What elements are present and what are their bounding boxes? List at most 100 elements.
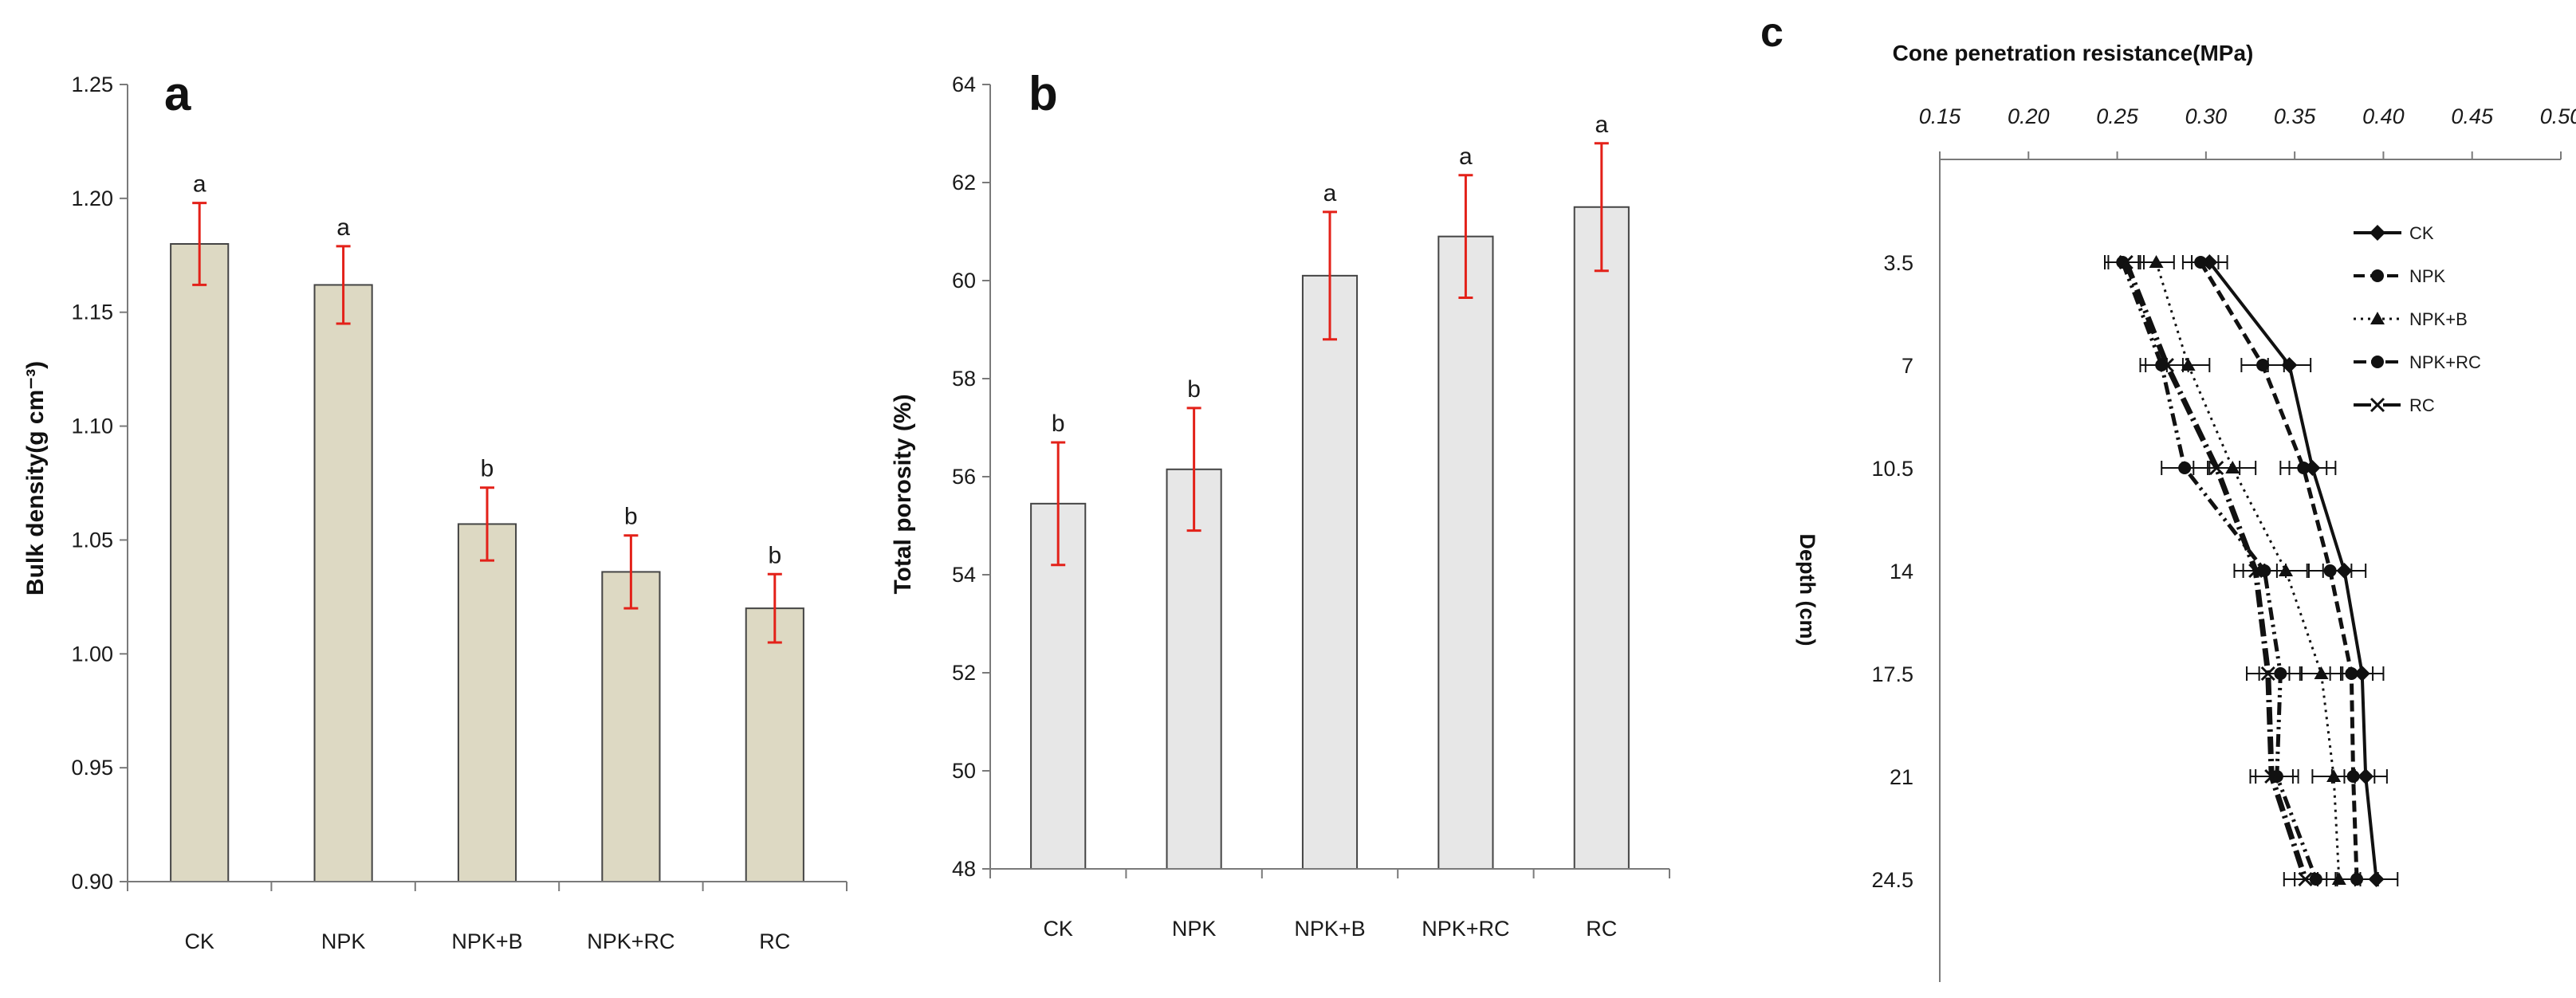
x-tick-label: 0.40 bbox=[2362, 104, 2405, 128]
data-point bbox=[2264, 768, 2279, 784]
legend-label: RC bbox=[2409, 395, 2435, 415]
data-point bbox=[2314, 666, 2329, 679]
legend-marker bbox=[2370, 312, 2385, 324]
panel-label-b: b bbox=[1028, 67, 1058, 120]
x-tick-label: NPK+RC bbox=[587, 929, 674, 953]
y-tick-label: 64 bbox=[952, 73, 976, 96]
legend-label: NPK+RC bbox=[2409, 352, 2481, 372]
y-tick-label: 7 bbox=[1902, 354, 1913, 378]
y-axis-label-a: Bulk density(g cm⁻³) bbox=[22, 361, 49, 595]
data-point bbox=[2323, 564, 2337, 577]
legend-label: NPK+B bbox=[2409, 309, 2468, 329]
x-tick-label: CK bbox=[1043, 917, 1073, 941]
data-point bbox=[2178, 462, 2192, 474]
x-tick-label: 0.50 bbox=[2540, 104, 2576, 128]
y-tick-label: 3.5 bbox=[1883, 251, 1913, 275]
x-tick-label: NPK+RC bbox=[1422, 917, 1509, 941]
data-point bbox=[2159, 357, 2174, 373]
x-tick-label: NPK+B bbox=[1294, 917, 1365, 941]
y-tick-label: 24.5 bbox=[1871, 868, 1913, 892]
significance-letter: a bbox=[1323, 180, 1337, 206]
x-tick-label: NPK bbox=[1172, 917, 1217, 941]
y-tick-label: 17.5 bbox=[1871, 662, 1913, 686]
y-tick-label: 1.25 bbox=[71, 73, 113, 96]
y-tick-label: 54 bbox=[952, 563, 976, 587]
legend-label: NPK bbox=[2409, 266, 2446, 286]
data-point bbox=[2194, 256, 2208, 269]
x-tick-label: RC bbox=[1586, 917, 1617, 941]
significance-letter: a bbox=[336, 214, 350, 241]
y-tick-label: 10.5 bbox=[1871, 457, 1913, 481]
legend-entry: NPK+RC bbox=[2354, 352, 2481, 372]
y-tick-label: 56 bbox=[952, 465, 976, 489]
x-tick-label: 0.20 bbox=[2008, 104, 2050, 128]
y-tick-label: 48 bbox=[952, 857, 976, 881]
bar bbox=[457, 523, 517, 883]
significance-letter: a bbox=[1459, 143, 1473, 170]
panel-label-c: c bbox=[1760, 10, 1784, 56]
data-point bbox=[2149, 255, 2164, 268]
x-tick-label: 0.30 bbox=[2185, 104, 2228, 128]
legend-label: CK bbox=[2409, 223, 2434, 243]
bar bbox=[1301, 274, 1359, 870]
significance-letter: b bbox=[1187, 376, 1201, 403]
legend-marker bbox=[2371, 356, 2384, 368]
data-point bbox=[2297, 462, 2311, 474]
significance-letter: b bbox=[768, 542, 781, 568]
chart-bulk-density: 0.90 0.95 1.00 1.05 1.10 1.15 1.20 1.25 CK NPK NP… bbox=[22, 67, 848, 953]
y-tick-label: 60 bbox=[952, 269, 976, 293]
data-point bbox=[2345, 667, 2358, 680]
chart-cone-penetration: 0.15 0.20 0.25 0.30 0.35 0.40 0.45 0.50 3.5 7 10.… bbox=[1760, 10, 2576, 982]
x-tick-label: 0.25 bbox=[2096, 104, 2139, 128]
x-tick-label: 0.45 bbox=[2451, 104, 2494, 128]
y-axis-label-b: Total porosity (%) bbox=[890, 394, 916, 594]
y-tick-label: 14 bbox=[1890, 560, 1913, 583]
significance-letter: b bbox=[1052, 411, 1065, 437]
chart-total-porosity: 48 50 52 54 56 58 60 62 64 CK NPK NPK+B NPK+RC RC b b… bbox=[890, 67, 1670, 941]
bar bbox=[170, 243, 230, 882]
y-tick-label: 1.20 bbox=[71, 187, 113, 210]
bar bbox=[1573, 206, 1630, 870]
bar bbox=[745, 607, 804, 883]
legend-entry: RC bbox=[2354, 395, 2435, 415]
y-tick-label: 21 bbox=[1890, 765, 1913, 789]
legend-marker bbox=[2371, 269, 2384, 282]
y-tick-label: 58 bbox=[952, 367, 976, 391]
x-axis-label-c: Cone penetration resistance(MPa) bbox=[1893, 41, 2254, 65]
data-point bbox=[2331, 872, 2346, 885]
panel-label-a: a bbox=[164, 67, 191, 120]
data-point bbox=[2248, 563, 2263, 579]
legend-entry: CK bbox=[2354, 223, 2434, 243]
y-tick-label: 1.05 bbox=[71, 528, 113, 552]
data-point bbox=[2209, 460, 2224, 476]
data-point bbox=[2256, 359, 2270, 371]
legend-entry: NPK bbox=[2354, 266, 2446, 286]
y-tick-label: 52 bbox=[952, 661, 976, 685]
bar bbox=[313, 284, 373, 882]
bar bbox=[1437, 235, 1494, 870]
y-tick-label: 1.00 bbox=[71, 642, 113, 666]
y-tick-label: 50 bbox=[952, 759, 976, 783]
data-point bbox=[2281, 357, 2298, 373]
y-tick-label: 1.10 bbox=[71, 415, 113, 438]
x-tick-label: 0.35 bbox=[2274, 104, 2317, 128]
legend-entry: NPK+B bbox=[2354, 309, 2468, 329]
significance-letter: b bbox=[624, 504, 638, 530]
y-tick-label: 0.95 bbox=[71, 756, 113, 780]
x-tick-label: NPK+B bbox=[451, 929, 522, 953]
series-rc bbox=[2107, 254, 2328, 887]
x-tick-label: NPK bbox=[321, 929, 366, 953]
y-axis-label-c: Depth (cm) bbox=[1795, 534, 1819, 646]
data-point bbox=[2298, 871, 2313, 887]
data-point bbox=[2260, 666, 2275, 682]
bar bbox=[1166, 468, 1222, 870]
x-tick-label: CK bbox=[184, 929, 214, 953]
data-point bbox=[2326, 769, 2342, 782]
y-tick-label: 0.90 bbox=[71, 870, 113, 894]
y-tick-label: 1.15 bbox=[71, 301, 113, 324]
legend-marker bbox=[2370, 225, 2385, 241]
data-point bbox=[2118, 254, 2134, 270]
x-tick-label: RC bbox=[759, 929, 790, 953]
y-tick-label: 62 bbox=[952, 171, 976, 194]
